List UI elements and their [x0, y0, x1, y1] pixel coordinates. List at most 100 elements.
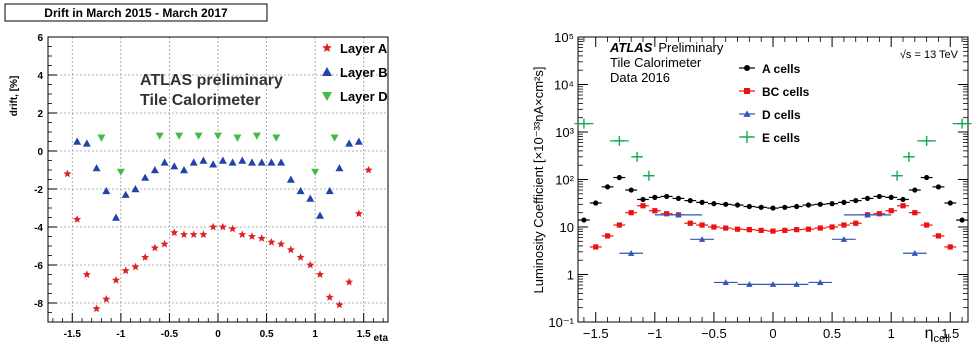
e-cells-point-3 — [643, 170, 654, 181]
drift-x-tick-label-6: 1.5 — [357, 329, 371, 340]
layer-b-point-18 — [248, 158, 256, 166]
a-cells-point-20 — [817, 201, 823, 207]
bc-cells-point-13 — [746, 227, 752, 233]
a-cells-point-3 — [616, 174, 622, 181]
layer-d-point-10 — [330, 134, 339, 142]
drift-x-tick-label-0: -1.5 — [64, 329, 82, 340]
d-cells-legend-label: D cells — [762, 108, 801, 122]
a-cells-point-29 — [924, 174, 930, 181]
a-cells-point-25 — [876, 193, 882, 200]
d-cells-point-3 — [722, 279, 729, 286]
drift-y-axis-label: drift, [%] — [9, 76, 20, 117]
layer-a-point-11 — [170, 228, 179, 237]
layer-b-point-2 — [92, 164, 101, 172]
a-cells-point-23 — [853, 197, 859, 204]
drift-x-axis-label: eta — [374, 333, 389, 344]
a-cells-point-5 — [640, 196, 646, 203]
bc-cells-point-26 — [900, 203, 906, 209]
a-cells-point-1 — [593, 200, 599, 206]
layer-b-point-4 — [112, 213, 120, 221]
lumi-y-tick-label-2: 10 — [560, 220, 574, 235]
lumi-y-tick-label-6: 10⁵ — [554, 30, 574, 45]
layer-a-point-10 — [160, 239, 169, 248]
e-cells-point-0 — [578, 118, 589, 129]
layer-a-point-31 — [364, 165, 373, 174]
layer-a-point-15 — [209, 222, 218, 231]
e-cells-point-2 — [632, 151, 643, 162]
bc-cells-point-8 — [687, 220, 693, 226]
layer-b-legend-marker — [322, 67, 332, 76]
a-cells-point-26 — [888, 194, 894, 200]
layer-a-legend-marker — [322, 43, 332, 53]
d-cells-point-4 — [746, 281, 753, 287]
layer-b-point-26 — [325, 186, 334, 195]
layer-a-point-7 — [131, 262, 140, 271]
layer-b-point-6 — [131, 185, 140, 193]
layer-a-point-0 — [63, 169, 72, 178]
a-cells-point-10 — [699, 199, 705, 205]
a-cells-point-22 — [841, 199, 847, 205]
layer-a-point-30 — [354, 209, 363, 218]
a-cells-point-11 — [711, 201, 717, 207]
bc-cells-point-4 — [640, 203, 646, 209]
layer-d-point-0 — [97, 134, 106, 142]
layer-b-point-28 — [345, 139, 354, 147]
a-cells-point-18 — [794, 203, 800, 210]
layer-d-point-1 — [116, 168, 125, 176]
lumi-y-tick-label-3: 10² — [555, 173, 574, 188]
layer-b-point-17 — [238, 156, 247, 164]
lumi-data-points — [574, 118, 972, 287]
layer-a-legend-label: Layer A — [340, 41, 388, 56]
d-cells-point-6 — [793, 281, 800, 287]
bc-cells-point-1 — [604, 233, 611, 239]
lumi-x-tick-label-6: 1.5 — [941, 326, 959, 341]
layer-d-point-3 — [175, 132, 184, 140]
drift-x-tick-label-2: -0.5 — [161, 329, 179, 340]
layer-d-point-7 — [252, 132, 261, 140]
bc-cells-point-10 — [711, 224, 717, 230]
bc-cells-point-30 — [947, 244, 953, 250]
drift-chart: Drift in March 2015 - March 2017 -1.5 -1-… — [4, 3, 389, 344]
bc-cells-point-3 — [628, 210, 634, 216]
layer-a-point-23 — [286, 245, 295, 254]
lumi-legend: A cells BC cells D cells E cells — [739, 62, 810, 145]
layer-b-point-12 — [189, 158, 198, 166]
bc-cells-point-16 — [782, 227, 788, 233]
lumi-x-axis-symbol: η — [925, 325, 934, 342]
bc-cells-point-27 — [912, 210, 918, 216]
a-cells-point-14 — [746, 203, 752, 210]
a-cells-point-9 — [687, 197, 693, 204]
drift-x-tick-label-1: -1 — [116, 329, 125, 340]
d-cells-point-0 — [627, 250, 635, 256]
layer-a-point-14 — [199, 230, 208, 238]
d-cells-point-1 — [675, 211, 682, 218]
layer-d-point-4 — [194, 132, 203, 140]
layer-a-point-9 — [150, 243, 159, 252]
layer-a-point-27 — [325, 293, 334, 301]
layer-b-point-11 — [180, 166, 188, 174]
a-cells-point-24 — [864, 195, 871, 202]
drift-y-tick-label-4: 0 — [37, 147, 43, 158]
layer-b-point-25 — [316, 211, 324, 219]
a-cells-point-15 — [758, 204, 764, 210]
layer-b-point-22 — [286, 175, 295, 183]
a-cells-point-2 — [604, 184, 611, 190]
layer-b-point-21 — [277, 158, 286, 166]
luminosity-chart: −1.5 −1 −0.5 0 0.5 1 1.5 10⁻¹ 1 10 10² 10³ 10⁴ 10⁵ Lu… — [531, 30, 972, 345]
e-cells-legend-marker — [741, 131, 753, 143]
drift-x-tick-label-4: 0.5 — [260, 329, 274, 340]
bc-cells-point-6 — [664, 211, 670, 217]
layer-a-point-3 — [92, 304, 101, 313]
lumi-atlas-line: ATLAS Preliminary — [609, 40, 724, 55]
layer-a-point-1 — [73, 215, 82, 223]
lumi-y-tick-label-1: 1 — [567, 268, 574, 283]
lumi-x-tick-label-4: 0.5 — [823, 326, 841, 341]
layer-a-point-28 — [335, 300, 344, 309]
bc-cells-point-24 — [876, 211, 882, 217]
bc-cells-point-22 — [853, 220, 859, 226]
lumi-y-tick-label-4: 10³ — [555, 125, 574, 140]
layer-a-point-19 — [248, 232, 256, 240]
layer-a-point-2 — [82, 270, 91, 278]
layer-a-point-22 — [277, 239, 286, 248]
lumi-axes: −1.5 −1 −0.5 0 0.5 1 1.5 10⁻¹ 1 10 10² 10³ 10⁴ 10⁵ — [548, 30, 968, 341]
